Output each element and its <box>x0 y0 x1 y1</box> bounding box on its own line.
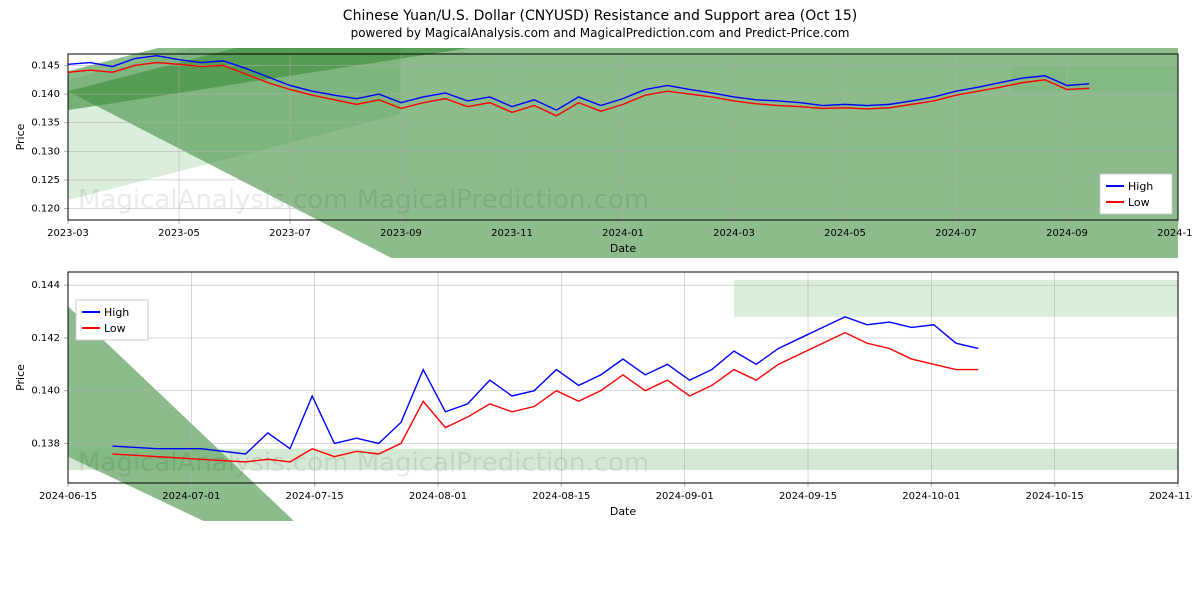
svg-text:0.140: 0.140 <box>31 386 60 397</box>
svg-text:2024-07-15: 2024-07-15 <box>286 491 344 502</box>
svg-text:0.142: 0.142 <box>31 333 60 344</box>
svg-text:0.138: 0.138 <box>31 438 60 449</box>
svg-text:2023-05: 2023-05 <box>158 228 200 239</box>
svg-text:2024-08-15: 2024-08-15 <box>532 491 590 502</box>
svg-text:MagicalAnalysis.com MagicalPre: MagicalAnalysis.com MagicalPrediction.co… <box>78 185 649 215</box>
svg-text:High: High <box>1128 180 1153 193</box>
svg-text:2024-08-01: 2024-08-01 <box>409 491 467 502</box>
svg-text:2023-11: 2023-11 <box>491 228 533 239</box>
svg-text:0.125: 0.125 <box>31 175 60 186</box>
svg-text:2024-01: 2024-01 <box>602 228 644 239</box>
svg-text:2024-11-01: 2024-11-01 <box>1149 491 1192 502</box>
svg-text:2024-09-15: 2024-09-15 <box>779 491 837 502</box>
svg-text:Price: Price <box>14 364 27 391</box>
svg-text:2024-03: 2024-03 <box>713 228 755 239</box>
svg-text:Price: Price <box>14 123 27 150</box>
svg-text:2024-11: 2024-11 <box>1157 228 1192 239</box>
chart-top-wrap: 0.120 0.125 0.130 0.135 0.140 0.145 2023-03 202… <box>8 48 1192 258</box>
svg-text:2023-09: 2023-09 <box>380 228 422 239</box>
svg-text:0.135: 0.135 <box>31 118 60 129</box>
svg-text:2024-09: 2024-09 <box>1046 228 1088 239</box>
page-title: Chinese Yuan/U.S. Dollar (CNYUSD) Resist… <box>8 8 1192 24</box>
svg-text:0.145: 0.145 <box>31 60 60 71</box>
svg-text:2024-05: 2024-05 <box>824 228 866 239</box>
svg-text:0.120: 0.120 <box>31 204 60 215</box>
svg-text:0.144: 0.144 <box>31 280 60 291</box>
svg-text:Date: Date <box>610 505 637 518</box>
svg-text:Low: Low <box>1128 196 1150 209</box>
page-subtitle: powered by MagicalAnalysis.com and Magic… <box>8 26 1192 40</box>
svg-text:2024-10-15: 2024-10-15 <box>1026 491 1084 502</box>
svg-text:2024-06-15: 2024-06-15 <box>39 491 97 502</box>
svg-text:Date: Date <box>610 242 637 255</box>
svg-text:0.130: 0.130 <box>31 146 60 157</box>
svg-text:Low: Low <box>104 322 126 335</box>
svg-text:2024-07: 2024-07 <box>935 228 977 239</box>
svg-text:2023-03: 2023-03 <box>47 228 89 239</box>
chart-bottom: 0.138 0.140 0.142 0.144 2024-06-15 2024-07-01… <box>8 266 1192 521</box>
title-block: Chinese Yuan/U.S. Dollar (CNYUSD) Resist… <box>8 8 1192 40</box>
svg-text:2024-07-01: 2024-07-01 <box>162 491 220 502</box>
svg-text:2024-09-01: 2024-09-01 <box>656 491 714 502</box>
svg-text:High: High <box>104 306 129 319</box>
svg-text:0.140: 0.140 <box>31 89 60 100</box>
chart-top: 0.120 0.125 0.130 0.135 0.140 0.145 2023-03 202… <box>8 48 1192 258</box>
svg-text:2023-07: 2023-07 <box>269 228 311 239</box>
svg-text:2024-10-01: 2024-10-01 <box>902 491 960 502</box>
chart-bottom-wrap: 0.138 0.140 0.142 0.144 2024-06-15 2024-07-01… <box>8 266 1192 521</box>
